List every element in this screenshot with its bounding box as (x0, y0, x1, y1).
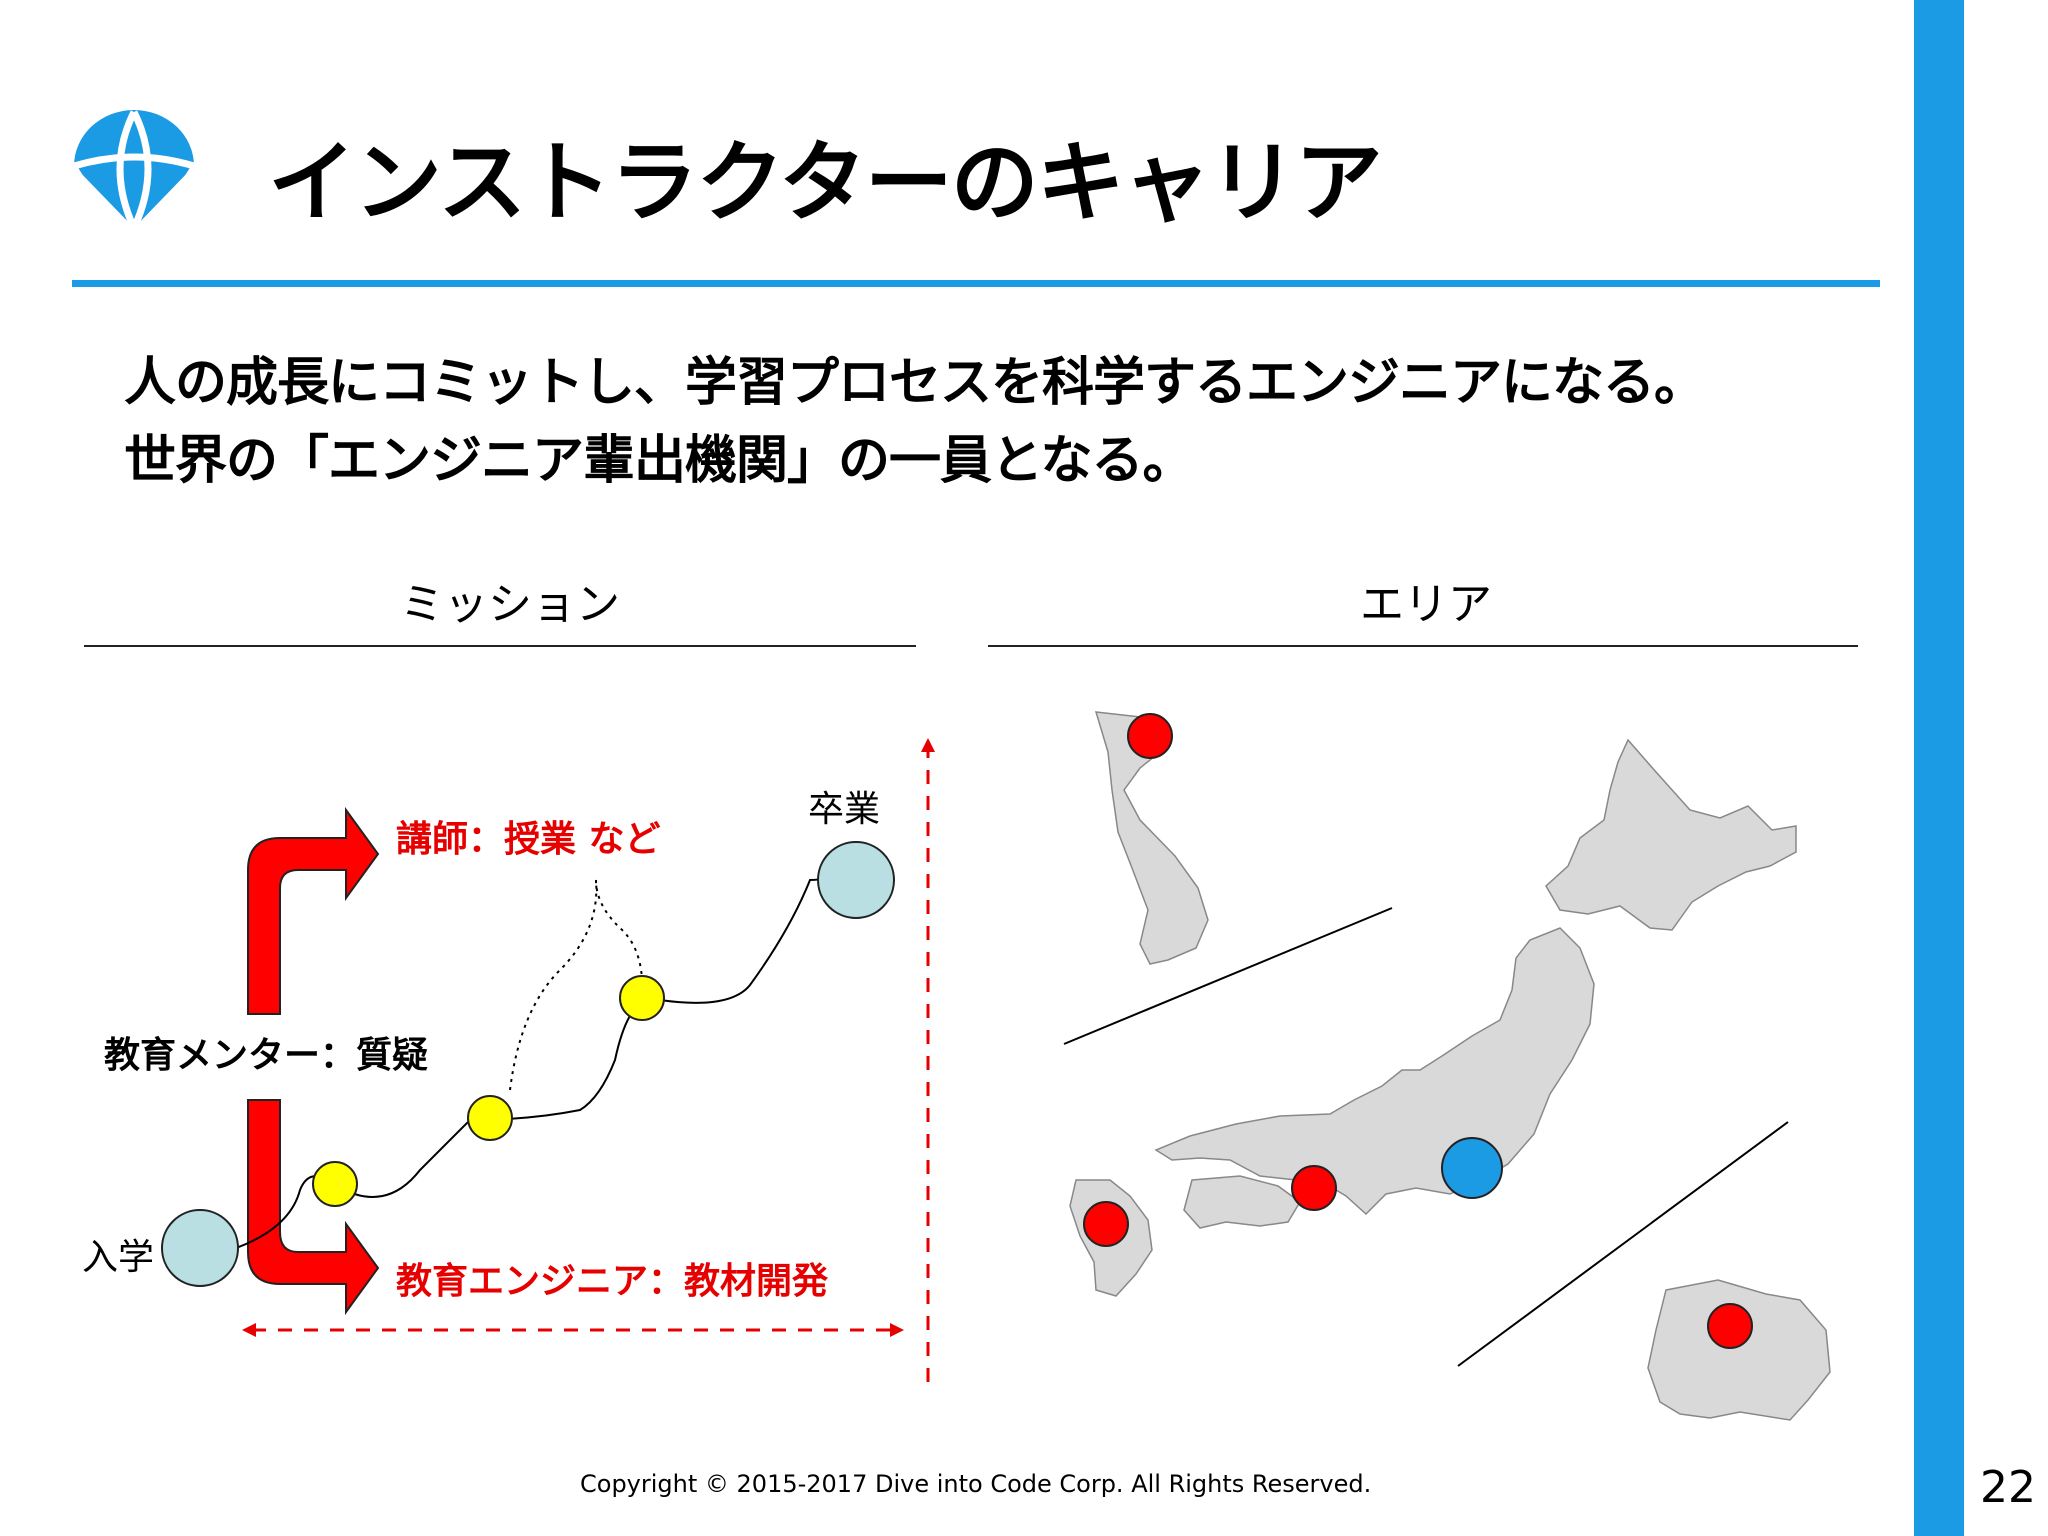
shikoku-map-shape (1183, 1175, 1301, 1229)
instructor-path-arrow (247, 806, 380, 1015)
vietnam-map-shape (1094, 711, 1209, 965)
milestone-1 (312, 1161, 358, 1207)
marker-vietnam (1127, 713, 1173, 759)
enroll-label: 入学 (82, 1237, 155, 1278)
graduate-label: 卒業 (808, 789, 881, 830)
globe-parachute-logo-icon (71, 110, 197, 230)
mentor-label: 教育メンター：質疑 (104, 1035, 429, 1076)
marker-kyushu (1083, 1201, 1129, 1247)
map-separator-2 (1457, 1121, 1789, 1367)
marker-rwanda (1707, 1303, 1753, 1349)
mission-heading: ミッション (400, 579, 620, 630)
dotted-branch-2 (595, 879, 644, 999)
copyright-notice: Copyright © 2015-2017 Dive into Code Cor… (580, 1470, 1372, 1498)
milestone-2 (467, 1095, 513, 1141)
title-divider (72, 280, 1880, 287)
area-divider (988, 645, 1858, 647)
accent-side-bar (1914, 0, 1964, 1536)
honshu-map-shape (1154, 927, 1595, 1216)
mission-divider (84, 645, 916, 647)
lead-line-2: 世界の「エンジニア輩出機関」の一員となる。 (124, 431, 1194, 491)
engineer-path-arrow (247, 1099, 380, 1316)
rwanda-map-shape (1647, 1279, 1831, 1421)
engineer-label: 教育エンジニア：教材開発 (396, 1261, 829, 1302)
milestone-3 (619, 975, 665, 1021)
lead-line-1: 人の成長にコミットし、学習プロセスを科学するエンジニアになる。 (124, 353, 1706, 413)
marker-osaka (1291, 1165, 1337, 1211)
dotted-branch-1 (509, 879, 598, 1091)
marker-tokyo (1441, 1137, 1503, 1199)
page-number: 22 (1980, 1462, 2036, 1513)
hokkaido-map-shape (1545, 738, 1797, 931)
area-heading: エリア (1360, 579, 1492, 630)
map-separator-1 (1063, 907, 1393, 1045)
instructor-label: 講師：授業 など (396, 819, 661, 860)
mission-diagram (161, 738, 935, 1382)
graduate-node (817, 841, 895, 919)
location-markers (1083, 713, 1753, 1349)
enroll-node (161, 1209, 239, 1287)
page-title: インストラクターのキャリア (268, 131, 1383, 234)
